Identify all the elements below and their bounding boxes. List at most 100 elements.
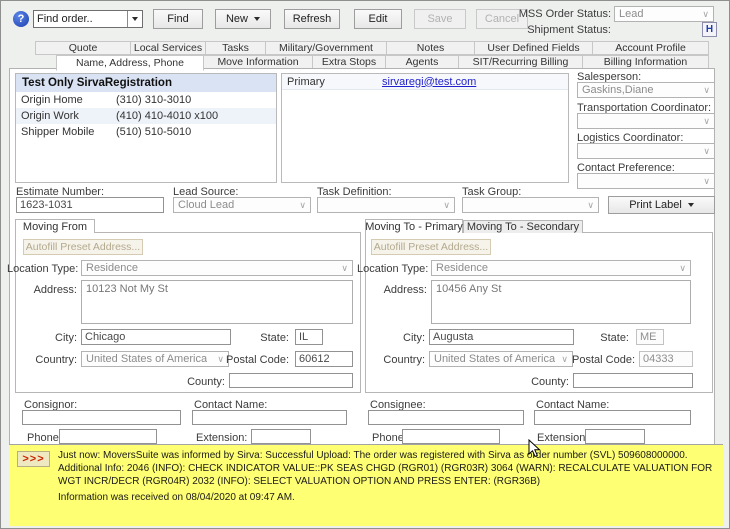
moving-from-location-type-value: Residence [86, 262, 138, 274]
alert-chevrons-button[interactable]: >>> [17, 451, 50, 467]
print-label-button[interactable]: Print Label [608, 196, 715, 214]
moving-to-country-combo[interactable]: United States of America ∨ [429, 351, 573, 367]
phone-row[interactable]: Shipper Mobile (510) 510-5010 [16, 124, 276, 140]
tab-user-defined-fields[interactable]: User Defined Fields [474, 41, 593, 55]
chevron-down-icon: ∨ [703, 115, 710, 126]
refresh-button[interactable]: Refresh [284, 9, 340, 29]
moving-from-county-label: County: [187, 376, 225, 388]
task-group-combo[interactable]: ∨ [462, 197, 599, 213]
phone-row[interactable]: Origin Home (310) 310-3010 [16, 92, 276, 108]
consignee-extension-input[interactable] [585, 429, 645, 444]
phone-row[interactable]: Origin Work (410) 410-4010 x100 [16, 108, 276, 124]
moving-from-state-input[interactable] [295, 329, 323, 345]
moving-from-tab[interactable]: Moving From [15, 219, 95, 233]
moving-to-autofill-button[interactable]: Autofill Preset Address... [371, 239, 491, 255]
tab-local-services[interactable]: Local Services [130, 41, 206, 55]
tab-sit-recurring-billing[interactable]: SIT/Recurring Billing [458, 55, 583, 69]
consignee-input[interactable] [368, 410, 524, 425]
moving-from-autofill-button[interactable]: Autofill Preset Address... [23, 239, 143, 255]
chevron-down-icon: ∨ [702, 8, 709, 19]
chevron-down-icon: ∨ [587, 199, 594, 210]
history-button[interactable]: H [702, 22, 717, 37]
consignee-contact-name-label: Contact Name: [536, 399, 610, 411]
consignor-extension-input[interactable] [251, 429, 311, 444]
tab-billing-information[interactable]: Billing Information [582, 55, 709, 69]
new-button-label: New [225, 13, 248, 25]
mouse-cursor-icon [528, 439, 541, 458]
consignor-input[interactable] [22, 410, 181, 425]
edit-button[interactable]: Edit [354, 9, 402, 29]
find-order-dropdown-icon[interactable] [127, 11, 142, 27]
moving-to-secondary-tab[interactable]: Moving To - Secondary [463, 220, 583, 233]
lead-source-value: Cloud Lead [178, 199, 235, 211]
contact-preference-combo[interactable]: ∨ [577, 173, 715, 189]
phone-type-label: Origin Work [21, 110, 79, 122]
moving-from-location-type-combo[interactable]: Residence ∨ [81, 260, 353, 276]
moving-from-address-textarea[interactable]: 10123 Not My St [81, 280, 353, 324]
tab-row-primary: Name, Address, Phone Move Information Ex… [9, 55, 715, 71]
moving-to-county-input[interactable] [573, 373, 693, 388]
contact-preference-label: Contact Preference: [577, 162, 675, 174]
transportation-coordinator-combo[interactable]: ∨ [577, 113, 715, 129]
find-order-combo[interactable] [33, 10, 143, 28]
moving-to-address-textarea[interactable]: 10456 Any St [431, 280, 691, 324]
email-row[interactable]: Primary sirvaregi@test.com [282, 74, 568, 90]
tab-quote[interactable]: Quote [35, 41, 131, 55]
status-alert-banner: >>> Just now: MoversSuite was informed b… [9, 444, 723, 526]
transportation-coordinator-label: Transportation Coordinator: [577, 102, 712, 114]
phone-number: (410) 410-4010 x100 [116, 110, 219, 122]
consignee-contact-name-input[interactable] [534, 410, 691, 425]
find-order-input[interactable] [34, 11, 127, 27]
mss-order-status-label: MSS Order Status: [518, 8, 611, 20]
shipper-name-header[interactable]: Test Only SirvaRegistration [16, 74, 276, 92]
mss-order-status-combo[interactable]: Lead ∨ [614, 6, 714, 22]
shipment-status-label: Shipment Status: [527, 24, 611, 36]
consignor-contact-name-label: Contact Name: [194, 399, 268, 411]
logistics-coordinator-combo[interactable]: ∨ [577, 143, 715, 159]
tab-tasks[interactable]: Tasks [205, 41, 266, 55]
moving-from-postal-code-input[interactable] [295, 351, 353, 367]
help-icon[interactable]: ? [13, 11, 29, 27]
moving-to-location-type-combo[interactable]: Residence ∨ [431, 260, 691, 276]
tab-extra-stops[interactable]: Extra Stops [312, 55, 386, 69]
moving-from-city-label: City: [55, 332, 77, 344]
save-button[interactable]: Save [414, 9, 466, 29]
tab-agents[interactable]: Agents [385, 55, 459, 69]
chevron-down-icon: ∨ [679, 262, 686, 273]
salesperson-combo[interactable]: Gaskins,Diane ∨ [577, 82, 715, 98]
lead-source-combo[interactable]: Cloud Lead ∨ [173, 197, 311, 213]
tab-notes[interactable]: Notes [386, 41, 475, 55]
tab-move-information[interactable]: Move Information [203, 55, 313, 69]
tab-account-profile[interactable]: Account Profile [592, 41, 709, 55]
moving-to-location-type-value: Residence [436, 262, 488, 274]
tab-name-address-phone[interactable]: Name, Address, Phone [56, 55, 204, 71]
moving-from-city-input[interactable] [81, 329, 231, 345]
moving-to-location-type-label: Location Type: [357, 263, 429, 275]
chevron-down-icon: ∨ [299, 199, 306, 210]
moving-from-country-value: United States of America [86, 353, 208, 365]
find-button[interactable]: Find [153, 9, 203, 29]
consignor-contact-name-input[interactable] [192, 410, 347, 425]
email-list-panel: Primary sirvaregi@test.com [281, 73, 569, 183]
moving-from-state-label: State: [260, 332, 289, 344]
email-link[interactable]: sirvaregi@test.com [382, 75, 477, 88]
task-definition-combo[interactable]: ∨ [317, 197, 455, 213]
moving-to-primary-tab[interactable]: Moving To - Primary [365, 219, 463, 233]
moving-from-county-input[interactable] [229, 373, 353, 388]
moving-to-postal-code-input[interactable] [639, 351, 693, 367]
salesperson-label: Salesperson: [577, 71, 642, 83]
new-button[interactable]: New [215, 9, 271, 29]
task-definition-label: Task Definition: [317, 186, 392, 198]
moving-from-country-combo[interactable]: United States of America ∨ [81, 351, 229, 367]
moving-to-state-input[interactable] [636, 329, 664, 345]
moving-to-city-input[interactable] [429, 329, 574, 345]
moving-to-country-label: Country: [383, 354, 425, 366]
consignor-label: Consignor: [24, 399, 78, 411]
consignor-phone-input[interactable] [59, 429, 157, 444]
cancel-button[interactable]: Cancel [476, 9, 528, 29]
moving-to-address-label: Address: [383, 284, 427, 296]
tab-military-government[interactable]: Military/Government [265, 41, 387, 55]
consignee-phone-input[interactable] [402, 429, 500, 444]
chevron-down-icon: ∨ [561, 353, 568, 364]
estimate-number-input[interactable] [16, 197, 164, 213]
